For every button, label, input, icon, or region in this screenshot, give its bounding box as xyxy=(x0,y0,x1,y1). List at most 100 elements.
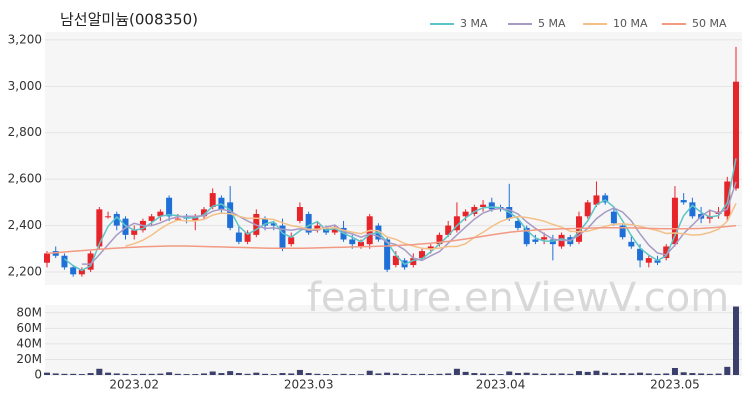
volume-bar xyxy=(384,372,391,375)
volume-bar xyxy=(288,373,295,375)
candle-body xyxy=(78,269,85,275)
y-tick-label: 2,400 xyxy=(8,218,42,232)
x-tick-label: 2023.02 xyxy=(109,378,159,392)
candle-body xyxy=(227,202,234,228)
candle-body xyxy=(122,218,129,235)
candle-body xyxy=(593,195,600,205)
volume-bar xyxy=(663,373,670,375)
volume-bar xyxy=(567,373,574,375)
volume-bar xyxy=(113,373,120,375)
volume-bar xyxy=(689,373,696,375)
volume-bar xyxy=(610,373,617,375)
volume-bar xyxy=(174,373,181,375)
volume-bar xyxy=(558,373,565,375)
candle-body xyxy=(131,230,138,235)
candle-body xyxy=(427,246,434,249)
candle-body xyxy=(244,232,251,242)
candle-body xyxy=(279,225,286,249)
volume-bar xyxy=(200,373,207,375)
candle-body xyxy=(471,207,478,214)
volume-bar xyxy=(628,373,635,375)
candle-body xyxy=(584,202,591,217)
y-tick-label: 3,200 xyxy=(8,32,42,46)
volume-bar xyxy=(671,368,678,375)
volume-bar xyxy=(61,373,68,375)
volume-bar xyxy=(131,374,138,375)
volume-bar xyxy=(87,373,94,375)
x-tick-label: 2023.04 xyxy=(476,378,526,392)
chart-title: 남선알미늄(008350) xyxy=(60,11,198,29)
volume-bar xyxy=(340,373,347,375)
y-tick-label: 80M xyxy=(16,305,42,319)
volume-bar xyxy=(733,306,739,375)
volume-bar xyxy=(680,372,687,375)
candle-body xyxy=(453,216,460,231)
volume-bar xyxy=(70,373,77,375)
volume-bar xyxy=(715,373,722,375)
candle-body xyxy=(410,258,417,266)
candle-body xyxy=(488,202,495,210)
volume-bar xyxy=(244,373,251,375)
candle-body xyxy=(680,200,687,203)
candle-body xyxy=(70,267,77,275)
candle-body xyxy=(105,216,112,218)
volume-bar xyxy=(235,373,242,375)
volume-bar xyxy=(619,373,626,375)
candle-body xyxy=(296,207,303,221)
volume-bar xyxy=(192,374,199,375)
watermark: feature.enViewV.com xyxy=(307,275,729,321)
candle-body xyxy=(733,81,739,189)
candle-body xyxy=(331,227,338,233)
y-tick-label: 2,200 xyxy=(8,265,42,279)
volume-bar xyxy=(105,372,112,375)
candle-body xyxy=(44,253,50,263)
y-tick-label: 40M xyxy=(16,336,42,350)
volume-bar xyxy=(514,373,521,375)
candle-body xyxy=(166,197,173,217)
candle-body xyxy=(724,181,731,217)
y-tick-label: 60M xyxy=(16,321,42,335)
volume-bar xyxy=(314,373,321,375)
candle-body xyxy=(96,209,103,247)
volume-bar xyxy=(471,373,478,375)
volume-bar xyxy=(157,373,164,375)
candle-body xyxy=(480,204,487,208)
volume-bar xyxy=(532,373,539,375)
volume-bar xyxy=(410,374,417,375)
volume-bar xyxy=(52,373,59,375)
volume-bar xyxy=(349,374,356,375)
candle-body xyxy=(305,213,312,233)
volume-bar xyxy=(724,366,731,375)
candle-body xyxy=(654,260,661,263)
volume-bar xyxy=(637,372,644,375)
candle-body xyxy=(262,218,269,226)
volume-bar xyxy=(279,373,286,375)
candle-body xyxy=(392,255,399,266)
volume-bar xyxy=(419,373,426,375)
volume-bar xyxy=(698,373,705,375)
candle-body xyxy=(113,213,120,226)
legend-label: 5 MA xyxy=(538,17,566,30)
volume-bar xyxy=(296,369,303,375)
price-pane xyxy=(45,32,742,285)
volume-bar xyxy=(148,373,155,375)
volume-bar xyxy=(645,373,652,375)
legend-label: 10 MA xyxy=(613,17,648,30)
volume-bar xyxy=(584,371,591,375)
volume-bar xyxy=(375,373,382,375)
y-tick-label: 2,600 xyxy=(8,172,42,186)
candle-body xyxy=(349,239,356,245)
volume-bar xyxy=(453,368,460,375)
volume-bar xyxy=(445,373,452,375)
candle-body xyxy=(357,241,364,247)
candle-body xyxy=(148,216,155,221)
candle-body xyxy=(157,211,164,217)
candle-body xyxy=(288,237,295,245)
volume-bar xyxy=(593,370,600,375)
volume-bar xyxy=(78,374,85,375)
volume-bar xyxy=(427,374,434,375)
volume-bar xyxy=(576,371,583,375)
volume-bar xyxy=(331,374,338,375)
candle-body xyxy=(235,232,242,242)
